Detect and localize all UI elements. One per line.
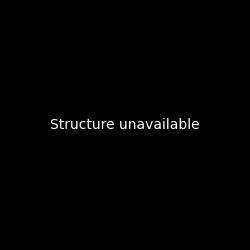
Text: Structure unavailable: Structure unavailable	[50, 118, 200, 132]
